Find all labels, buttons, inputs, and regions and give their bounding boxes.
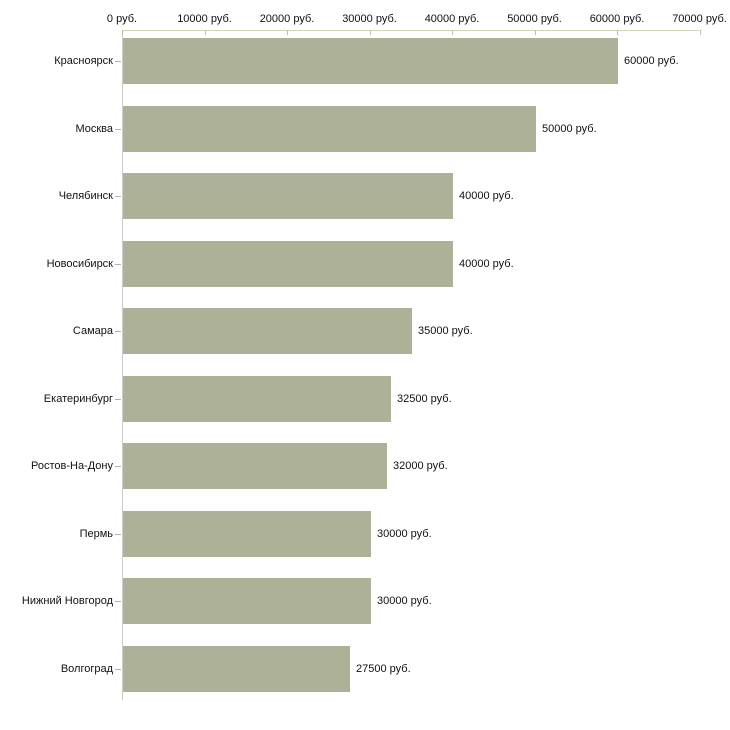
value-label: 32000 руб.	[393, 460, 448, 472]
x-axis-tick	[287, 30, 288, 35]
value-label: 30000 руб.	[377, 527, 432, 540]
x-axis-tick	[204, 30, 206, 35]
value-label: 30000 руб.	[377, 595, 432, 607]
bar	[123, 578, 371, 624]
x-axis-tick-label: 40000 руб.	[424, 13, 480, 25]
value-label: 40000 руб.	[459, 257, 514, 270]
y-axis-tick	[115, 61, 121, 62]
x-axis-tick-label: 30000 руб.	[342, 13, 397, 25]
category-label: Красноярск	[54, 55, 113, 67]
y-axis-line	[122, 30, 123, 700]
value-label: 35000 руб.	[418, 325, 473, 337]
value-label: 50000 руб.	[542, 122, 597, 135]
x-axis-tick-label: 20000 руб.	[259, 13, 315, 25]
bar	[123, 105, 536, 152]
x-axis-tick-label: 50000 руб.	[507, 13, 562, 25]
x-axis-tick	[452, 30, 453, 35]
bar	[123, 308, 412, 354]
y-axis-tick	[115, 196, 121, 197]
value-label: 27500 руб.	[356, 662, 411, 675]
category-label: Нижний Новгород	[21, 595, 113, 607]
value-label: 60000 руб.	[624, 55, 679, 67]
category-label: Челябинск	[58, 190, 113, 202]
bar	[123, 375, 391, 422]
y-axis-tick	[115, 668, 121, 670]
y-axis-tick	[115, 263, 121, 265]
x-axis-tick	[699, 30, 701, 35]
category-label: Самара	[72, 325, 113, 337]
x-axis-tick	[369, 30, 371, 35]
x-axis-tick	[122, 30, 123, 35]
bar	[123, 510, 371, 557]
x-axis-line	[122, 30, 701, 31]
y-axis-tick	[115, 128, 121, 130]
y-axis-tick	[115, 466, 121, 467]
category-label: Ростов-На-Дону	[30, 460, 113, 472]
category-label: Москва	[75, 122, 113, 135]
y-axis-tick	[115, 331, 121, 332]
x-axis-tick	[534, 30, 536, 35]
category-label: Пермь	[79, 527, 113, 540]
category-label: Екатеринбург	[43, 392, 113, 405]
bar	[123, 173, 453, 219]
x-axis-tick-label: 70000 руб.	[672, 13, 727, 25]
y-axis-tick	[115, 533, 121, 535]
value-label: 40000 руб.	[459, 190, 514, 202]
y-axis-tick	[115, 398, 121, 400]
value-label: 32500 руб.	[397, 392, 452, 405]
x-axis-tick-label: 10000 руб.	[177, 13, 232, 25]
x-axis-tick-label: 60000 руб.	[589, 13, 645, 25]
bar	[123, 240, 453, 287]
category-label: Волгоград	[60, 662, 113, 675]
x-axis-tick-label: 0 руб.	[106, 13, 138, 25]
x-axis-tick	[617, 30, 618, 35]
bar	[123, 443, 387, 489]
bar	[123, 645, 350, 692]
y-axis-tick	[115, 601, 121, 602]
bar	[123, 38, 618, 84]
category-label: Новосибирск	[46, 257, 113, 270]
